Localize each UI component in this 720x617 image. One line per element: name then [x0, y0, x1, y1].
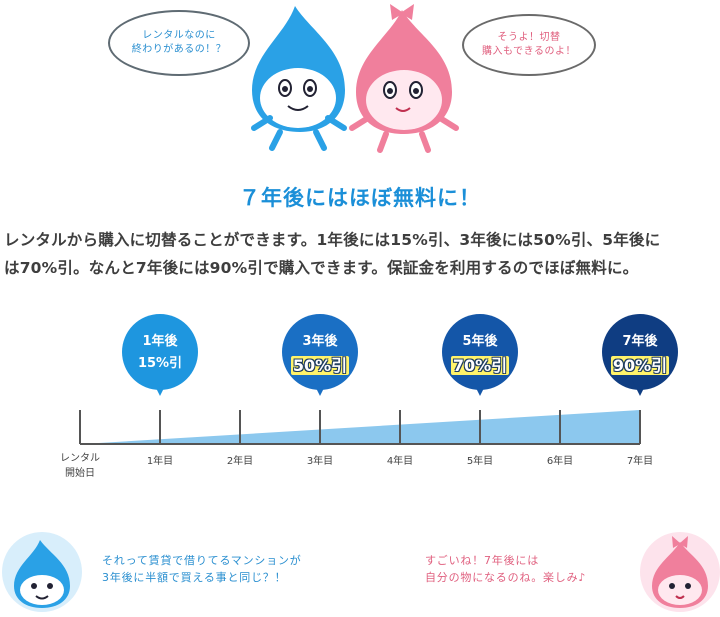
comment-line: 3年後に半額で買える事と同じ？！: [102, 571, 287, 584]
pink-speech-bubble: そうよ！切替 購入もできるのよ！: [462, 14, 596, 76]
milestone-label: 5年後: [462, 334, 498, 349]
axis-label-year-5: 5年目: [466, 456, 494, 467]
blue-comment: それって賃貸で借りてるマンションが 3年後に半額で買える事と同じ？！: [102, 552, 302, 586]
blue-character-icon: [251, 6, 347, 151]
milestone-7-year: 7年後 90%引: [602, 314, 678, 396]
milestone-5-year: 5年後 70%引: [442, 314, 518, 396]
axis-label-year-1: 1年目: [146, 456, 174, 467]
description-line: レンタルから購入に切替ることができます。1年後には15%引、3年後には50%引、…: [4, 231, 661, 249]
bubble-line: レンタルなのに: [142, 30, 216, 41]
milestone-value-text: 70%引: [450, 356, 510, 375]
pink-character-icon: [349, 4, 459, 153]
description: レンタルから購入に切替ることができます。1年後には15%引、3年後には50%引、…: [4, 226, 720, 282]
characters-illustration: [251, 4, 459, 153]
axis-label-year-2: 2年目: [226, 456, 254, 467]
axis-label-year-7: 7年目: [626, 456, 654, 467]
pink-avatar-icon: [640, 532, 720, 612]
comment-line: 自分の物になるのね。楽しみ♪: [425, 571, 587, 584]
page-title: ７年後にはほぼ無料に！: [239, 186, 481, 210]
milestone-label: 1年後: [142, 334, 178, 349]
milestone-value: 90%引: [602, 352, 678, 376]
discount-wedge: [82, 410, 640, 444]
description-line: は70%引。なんと7年後には90%引で購入できます。保証金を利用するのでほぼ無料…: [4, 259, 639, 277]
milestone-value: 70%引: [442, 352, 518, 376]
milestone-value: 50%引: [282, 352, 358, 376]
milestone-value-text: 90%引: [610, 356, 670, 375]
axis-label-line: レンタル: [60, 453, 100, 464]
milestone-3-year: 3年後 50%引: [282, 314, 358, 396]
pink-comment: すごいね！7年後には 自分の物になるのね。楽しみ♪: [425, 552, 586, 586]
axis-label-year-6: 6年目: [546, 456, 574, 467]
bubble-line: そうよ！切替: [497, 32, 561, 43]
milestone-label: 7年後: [622, 334, 658, 349]
blue-speech-bubble: レンタルなのに 終わりがあるの！？: [108, 10, 250, 76]
axis-label-start: レンタル 開始日: [60, 451, 100, 481]
axis-label-year-4: 4年目: [386, 456, 414, 467]
bubble-line: 終わりがあるの！？: [131, 44, 227, 55]
milestone-label: 3年後: [302, 334, 338, 349]
blue-avatar-icon: [2, 532, 82, 612]
timeline-axis: [79, 410, 641, 445]
comment-line: すごいね！7年後には: [425, 554, 539, 567]
milestone-value-text: 50%引: [290, 356, 350, 375]
milestone-1-year: 1年後 15%引: [122, 314, 198, 396]
bubble-line: 購入もできるのよ！: [482, 46, 576, 57]
milestone-value: 15%引: [137, 356, 183, 371]
comment-line: それって賃貸で借りてるマンションが: [102, 554, 302, 567]
axis-label-line: 開始日: [65, 468, 95, 479]
axis-label-year-3: 3年目: [306, 456, 334, 467]
